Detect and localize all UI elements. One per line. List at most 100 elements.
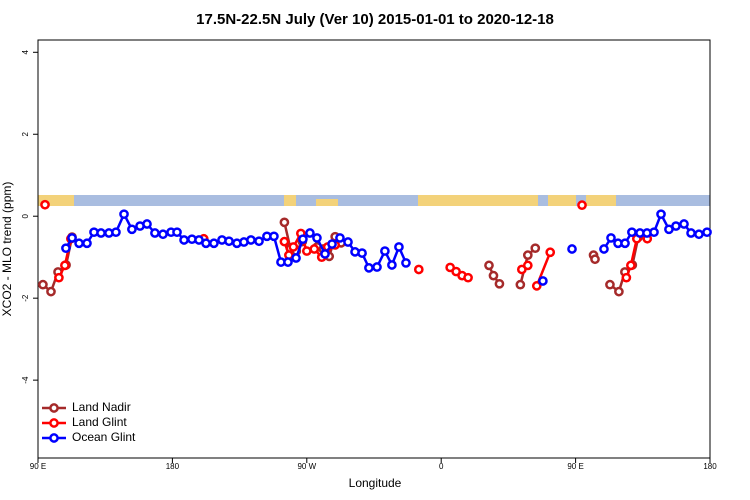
- data-point: [291, 253, 301, 263]
- data-point: [679, 219, 689, 229]
- data-point: [413, 264, 424, 275]
- data-point: [627, 227, 637, 238]
- data-point: [372, 262, 382, 272]
- data-point: [254, 236, 264, 247]
- data-point: [320, 249, 330, 259]
- data-point: [179, 235, 189, 245]
- data-point: [343, 237, 353, 247]
- data-point: [111, 227, 121, 238]
- data-point: [201, 238, 211, 249]
- data-point: [67, 233, 77, 243]
- data-point: [620, 238, 630, 249]
- data-point: [671, 221, 681, 231]
- data-point: [614, 286, 624, 297]
- data-point: [545, 247, 556, 258]
- legend-label: Land Glint: [72, 415, 127, 429]
- legend-swatch-marker: [49, 433, 59, 443]
- data-point: [327, 239, 337, 249]
- data-point: [530, 243, 541, 254]
- data-point: [522, 260, 533, 271]
- land-strip: [418, 195, 538, 206]
- data-point: [649, 227, 659, 238]
- x-axis-label: Longitude: [349, 476, 402, 490]
- data-point: [538, 276, 548, 286]
- map-strip: [38, 195, 710, 206]
- data-point: [150, 228, 160, 238]
- data-point: [484, 260, 494, 271]
- data-point: [694, 229, 704, 240]
- land-strip: [548, 195, 576, 206]
- data-point: [686, 228, 696, 238]
- x-tick-label: 180: [166, 462, 180, 471]
- data-point: [61, 243, 71, 254]
- data-point: [531, 281, 542, 291]
- data-point: [488, 270, 499, 281]
- data-point: [577, 200, 587, 211]
- x-tick-label: 90 E: [30, 462, 46, 471]
- data-point: [394, 242, 404, 252]
- data-point: [606, 233, 616, 243]
- land-strip: [38, 195, 74, 206]
- data-point: [158, 229, 168, 240]
- data-point: [127, 224, 137, 235]
- data-point: [309, 244, 320, 254]
- ocean-strip: [38, 195, 710, 206]
- y-tick-label: 2: [21, 131, 30, 136]
- data-point: [656, 209, 666, 220]
- data-point: [246, 235, 256, 245]
- data-point: [387, 260, 397, 270]
- data-point: [621, 272, 632, 283]
- data-point: [269, 231, 279, 242]
- y-tick-label: 0: [21, 213, 30, 218]
- data-point: [119, 209, 129, 220]
- data-point: [40, 199, 50, 210]
- data-point: [209, 238, 219, 249]
- land-strip: [284, 195, 296, 206]
- data-point: [702, 227, 712, 238]
- y-tick-label: -2: [21, 294, 30, 302]
- plot-frame: [37, 39, 711, 459]
- land-strip: [316, 199, 338, 206]
- data-point: [522, 250, 533, 260]
- x-tick-label: 90 W: [297, 462, 316, 471]
- data-point: [380, 246, 390, 256]
- data-point: [283, 257, 293, 267]
- legend-swatch-marker: [49, 418, 59, 428]
- data-point: [298, 234, 308, 245]
- data-point: [515, 279, 526, 290]
- data-point: [305, 228, 315, 238]
- chart-title: 17.5N-22.5N July (Ver 10) 2015-01-01 to …: [196, 11, 554, 28]
- data-point: [279, 217, 290, 228]
- data-point: [335, 233, 345, 243]
- x-tick-label: 90 E: [567, 462, 583, 471]
- legend-swatch-marker: [49, 403, 59, 413]
- legend-label: Land Nadir: [72, 400, 131, 414]
- data-point: [82, 238, 92, 249]
- data-point: [626, 260, 636, 271]
- data-point: [54, 272, 64, 283]
- data-point: [74, 238, 84, 249]
- data-point: [224, 236, 234, 247]
- data-point: [494, 278, 505, 289]
- data-point: [172, 227, 182, 238]
- data-point: [301, 246, 312, 256]
- data-point: [142, 219, 152, 229]
- data-point: [567, 244, 577, 254]
- data-point: [599, 244, 609, 254]
- x-tick-label: 0: [439, 462, 444, 471]
- data-point: [357, 248, 367, 258]
- data-point: [96, 228, 106, 238]
- y-tick-label: 4: [21, 50, 30, 55]
- data-point: [401, 258, 411, 268]
- data-point: [38, 279, 48, 290]
- data-point: [463, 272, 473, 283]
- land-strip: [586, 195, 616, 206]
- data-point: [605, 279, 615, 290]
- data-point: [312, 233, 322, 243]
- data-point: [590, 254, 600, 265]
- data-point: [46, 286, 56, 297]
- legend-label: Ocean Glint: [72, 430, 136, 444]
- data-point: [288, 242, 299, 252]
